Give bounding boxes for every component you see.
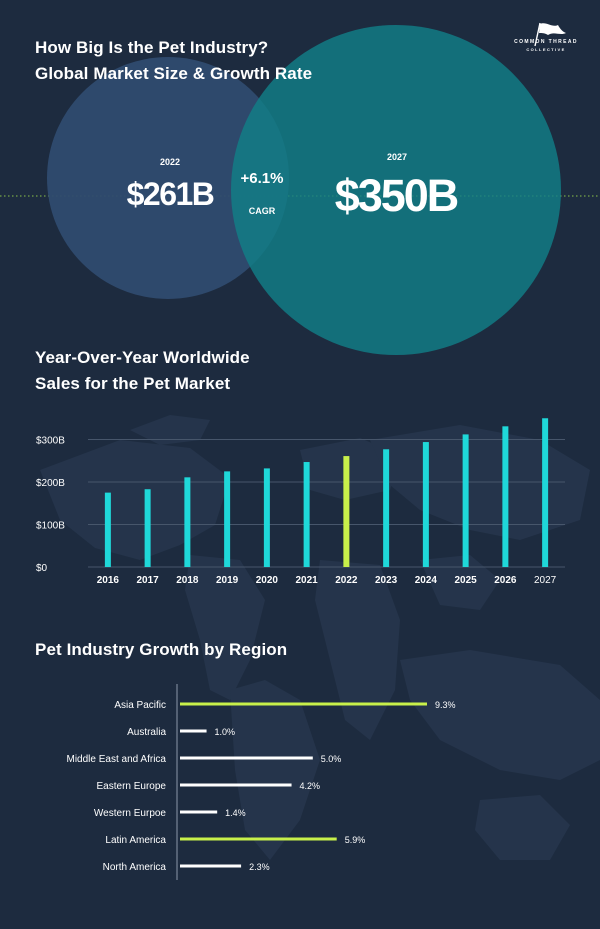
year-2027-label: 2027 — [386, 152, 408, 162]
x-tick-label: 2021 — [296, 575, 319, 586]
bar-2018 — [184, 477, 191, 567]
region-label: Middle East and Africa — [67, 754, 167, 765]
region-label: Asia Pacific — [114, 700, 166, 711]
section1-title-line2: Global Market Size & Growth Rate — [35, 64, 313, 83]
logo-text-line1: COMMON THREAD — [514, 39, 578, 45]
yearly-sales-bar-chart: $0 $100B $200B $300B 2016 2017 2018 2019 2020 202… — [36, 418, 565, 586]
x-tick-label: 2016 — [97, 575, 120, 586]
x-tick-label: 2023 — [375, 575, 398, 586]
region-bar — [180, 783, 292, 787]
bar-2022 — [343, 456, 350, 567]
x-tick-label: 2020 — [256, 575, 279, 586]
circle-2027 — [231, 25, 561, 355]
region-label: Eastern Europe — [97, 781, 167, 792]
region-label: Australia — [127, 727, 166, 738]
x-tick-label: 2027 — [534, 575, 557, 586]
section2-title-line1: Year-Over-Year Worldwide — [35, 348, 250, 367]
bar-2020 — [263, 468, 270, 567]
y-tick-label: $200B — [36, 478, 65, 489]
region-value-label: 5.0% — [321, 754, 342, 764]
region-bar — [180, 756, 313, 760]
y-tick-label: $100B — [36, 521, 65, 532]
circle-2022 — [47, 57, 289, 299]
bar-2027 — [542, 418, 549, 567]
x-tick-label: 2017 — [137, 575, 160, 586]
section3-title: Pet Industry Growth by Region — [35, 640, 288, 659]
bar-2017 — [144, 489, 151, 567]
value-2022: $261B — [126, 176, 215, 212]
value-2027: $350B — [334, 170, 460, 221]
bar-2025 — [462, 434, 469, 567]
region-label: Latin America — [105, 835, 166, 846]
bar-2021 — [303, 462, 310, 567]
region-label: North America — [103, 862, 167, 873]
cagr-label: CAGR — [248, 206, 276, 216]
x-tick-label: 2026 — [494, 575, 517, 586]
region-value-label: 4.2% — [300, 781, 321, 791]
x-tick-label: 2018 — [176, 575, 199, 586]
bar-2023 — [383, 449, 390, 567]
region-bar — [180, 837, 337, 841]
region-value-label: 9.3% — [435, 700, 456, 710]
region-label: Western Eurpoe — [94, 808, 167, 819]
bar-2024 — [422, 442, 429, 567]
section1-title-line1: How Big Is the Pet Industry? — [35, 38, 269, 57]
region-bar — [180, 864, 242, 868]
cagr-rate: +6.1% — [240, 170, 284, 187]
region-value-label: 1.0% — [215, 727, 236, 737]
region-growth-bar-chart: Asia Pacific 9.3% Australia 1.0% Middle East… — [67, 684, 456, 880]
bar-2019 — [224, 471, 231, 567]
region-value-label: 1.4% — [225, 808, 246, 818]
logo: COMMON THREAD COLLECTIVE — [508, 20, 584, 66]
bar-2016 — [104, 492, 111, 567]
section2-title-line2: Sales for the Pet Market — [35, 374, 231, 393]
region-value-label: 5.9% — [345, 835, 366, 845]
flag-icon — [534, 22, 566, 47]
x-tick-label: 2024 — [415, 575, 438, 586]
region-bar — [180, 810, 218, 814]
bar-2026 — [502, 426, 509, 567]
region-bar — [180, 702, 427, 706]
x-tick-label: 2025 — [455, 575, 478, 586]
logo-text-line2: COLLECTIVE — [526, 47, 566, 52]
y-tick-label: $0 — [36, 563, 48, 574]
year-2022-label: 2022 — [159, 157, 181, 167]
x-tick-label: 2019 — [216, 575, 239, 586]
region-bar — [180, 729, 207, 733]
market-size-venn — [0, 25, 600, 355]
y-tick-label: $300B — [36, 436, 65, 447]
region-value-label: 2.3% — [249, 862, 270, 872]
x-tick-label: 2022 — [335, 575, 358, 586]
